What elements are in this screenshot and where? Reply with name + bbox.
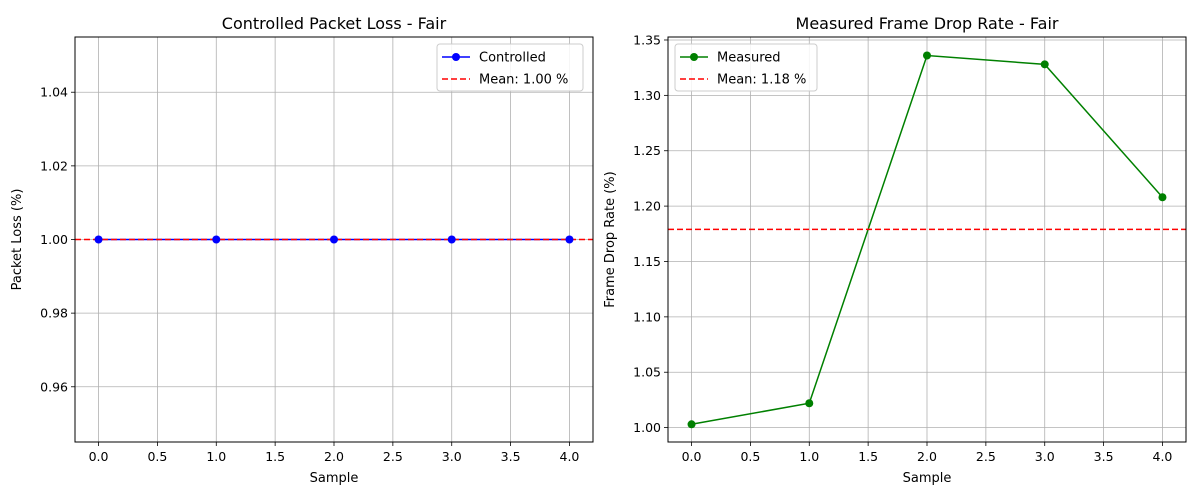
- x-tick-label: 4.0: [1153, 449, 1173, 464]
- x-tick-label: 2.5: [383, 449, 403, 464]
- y-tick-label: 0.98: [40, 306, 68, 321]
- data-point: [447, 235, 456, 244]
- x-tick-label: 3.0: [442, 449, 462, 464]
- y-axis-label: Frame Drop Rate (%): [603, 171, 618, 307]
- data-point: [565, 235, 574, 244]
- chart-title: Measured Frame Drop Rate - Fair: [796, 14, 1059, 33]
- x-ticks: 0.0 0.5 1.0 1.5 2.0 2.5 3.0 3.5 4.0: [89, 442, 580, 464]
- x-tick-label: 0.0: [682, 449, 702, 464]
- grid: [668, 37, 1186, 442]
- data-point: [330, 235, 338, 244]
- x-tick-label: 3.0: [1035, 449, 1055, 464]
- plot-area: [75, 235, 593, 244]
- y-ticks: 0.96 0.98 1.00 1.02 1.04: [40, 85, 75, 394]
- y-tick-label: 1.20: [633, 199, 661, 214]
- data-point: [805, 399, 814, 408]
- y-tick-label: 1.15: [633, 254, 661, 269]
- x-tick-label: 1.0: [799, 449, 819, 464]
- x-tick-label: 1.0: [206, 449, 226, 464]
- x-tick-label: 2.0: [324, 449, 344, 464]
- data-point: [687, 420, 696, 429]
- data-point: [212, 235, 221, 244]
- x-tick-label: 0.5: [147, 449, 167, 464]
- y-tick-label: 1.00: [633, 420, 661, 435]
- x-axis-label: Sample: [903, 471, 952, 486]
- data-point: [94, 235, 103, 244]
- plot-area: [668, 51, 1186, 429]
- x-tick-label: 3.5: [501, 449, 521, 464]
- legend-box: [436, 43, 584, 92]
- chart-packet-loss: Controlled Packet Loss - Fair Sample Pac…: [10, 14, 594, 486]
- chart-frame-drop: Measured Frame Drop Rate - Fair Sample F…: [603, 14, 1187, 486]
- y-tick-label: 1.00: [40, 232, 68, 247]
- legend-box: [674, 43, 818, 92]
- y-tick-label: 1.10: [633, 309, 661, 324]
- y-tick-label: 0.96: [40, 379, 68, 394]
- legend: Controlled Mean: 1.00 %: [436, 43, 584, 92]
- y-tick-label: 1.02: [40, 158, 68, 173]
- y-tick-label: 1.30: [633, 88, 661, 103]
- x-axis-label: Sample: [310, 471, 359, 486]
- y-ticks: 1.00 1.05 1.10 1.15 1.20 1.25 1.30 1.35: [633, 32, 668, 435]
- legend-label-mean: Mean: 1.00 %: [479, 73, 568, 88]
- x-tick-label: 1.5: [858, 449, 878, 464]
- y-tick-label: 1.25: [633, 143, 661, 158]
- legend-marker-series: [690, 53, 698, 61]
- x-ticks: 0.0 0.5 1.0 1.5 2.0 2.5 3.0 3.5 4.0: [682, 442, 1173, 464]
- legend-label-series: Measured: [717, 51, 781, 66]
- legend-marker-series: [452, 53, 460, 61]
- x-tick-label: 1.5: [265, 449, 285, 464]
- chart-title: Controlled Packet Loss - Fair: [222, 14, 447, 33]
- data-point: [923, 51, 931, 60]
- legend-label-mean: Mean: 1.18 %: [717, 73, 806, 88]
- data-point: [1040, 60, 1049, 69]
- legend: Measured Mean: 1.18 %: [674, 43, 818, 92]
- axes-frame: [667, 36, 1187, 443]
- x-tick-label: 3.5: [1094, 449, 1114, 464]
- x-tick-label: 2.0: [917, 449, 937, 464]
- x-tick-label: 4.0: [560, 449, 580, 464]
- x-tick-label: 2.5: [976, 449, 996, 464]
- y-axis-label: Packet Loss (%): [10, 189, 25, 291]
- legend-label-series: Controlled: [479, 51, 546, 66]
- x-tick-label: 0.0: [89, 449, 109, 464]
- data-point: [1158, 193, 1167, 202]
- y-tick-label: 1.35: [633, 32, 661, 47]
- y-tick-label: 1.05: [633, 365, 661, 380]
- axes-frame: [74, 36, 594, 443]
- y-tick-label: 1.04: [40, 85, 68, 100]
- x-tick-label: 0.5: [740, 449, 760, 464]
